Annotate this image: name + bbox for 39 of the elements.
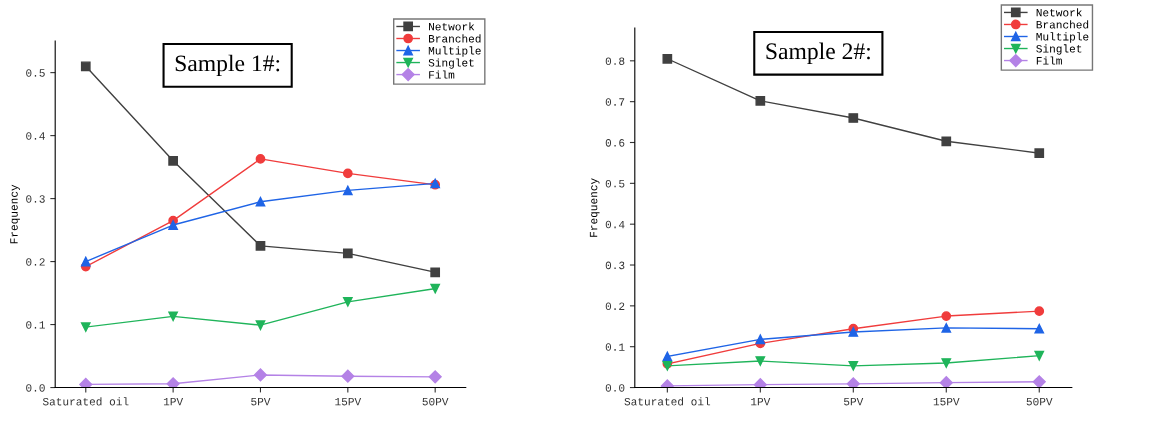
y-tick-label: 0.2 — [605, 302, 625, 310]
x-tick-label: 1PV — [163, 397, 184, 406]
y-axis-title: Frequency — [589, 178, 600, 237]
text: Sample 2#: — [766, 42, 870, 65]
y-tick-label: 0.4 — [605, 220, 625, 229]
legend-label: Singlet — [1036, 44, 1082, 55]
x-tick-label: 50PV — [422, 397, 449, 406]
y-axis-title: Frequency — [10, 184, 20, 244]
x-tick-label: Saturated oil — [624, 397, 711, 406]
legend-label: Singlet — [428, 58, 474, 69]
legend-label: Film — [1036, 56, 1062, 65]
legend-label: Film — [429, 70, 455, 79]
text: Sample 1#: — [175, 54, 280, 77]
y-tick-label: 0.3 — [605, 261, 625, 270]
y-tick-label: 0.1 — [605, 343, 625, 351]
y-tick-label: 0.5 — [26, 69, 45, 77]
legend-label: Multiple — [1036, 32, 1089, 43]
x-tick-label: 50PV — [1026, 397, 1053, 406]
y-tick-label: 0.2 — [26, 258, 45, 266]
x-tick-label: 1PV — [751, 397, 771, 406]
y-tick-label: 0.7 — [605, 98, 625, 106]
y-tick-label: 0.4 — [26, 132, 45, 140]
legend-label: Branched — [1036, 20, 1089, 29]
x-tick-label: 5PV — [843, 397, 864, 406]
y-tick-label: 0.5 — [605, 179, 625, 188]
y-tick-label: 0.0 — [605, 384, 625, 392]
legend-label: Network — [429, 22, 475, 31]
y-tick-label: 0.8 — [605, 57, 625, 65]
y-tick-label: 0.3 — [26, 195, 45, 203]
legend-label: Network — [1036, 8, 1082, 17]
legend-label: Multiple — [428, 46, 481, 57]
x-tick-label: 15PV — [933, 397, 960, 406]
y-tick-label: 0.0 — [26, 384, 45, 392]
y-tick-label: 0.6 — [605, 139, 625, 147]
x-tick-label: 15PV — [335, 397, 362, 406]
y-tick-label: 0.1 — [26, 321, 45, 329]
legend-label: Branched — [429, 34, 481, 43]
x-tick-label: Saturated oil — [42, 397, 129, 406]
x-tick-label: 5PV — [251, 397, 271, 406]
